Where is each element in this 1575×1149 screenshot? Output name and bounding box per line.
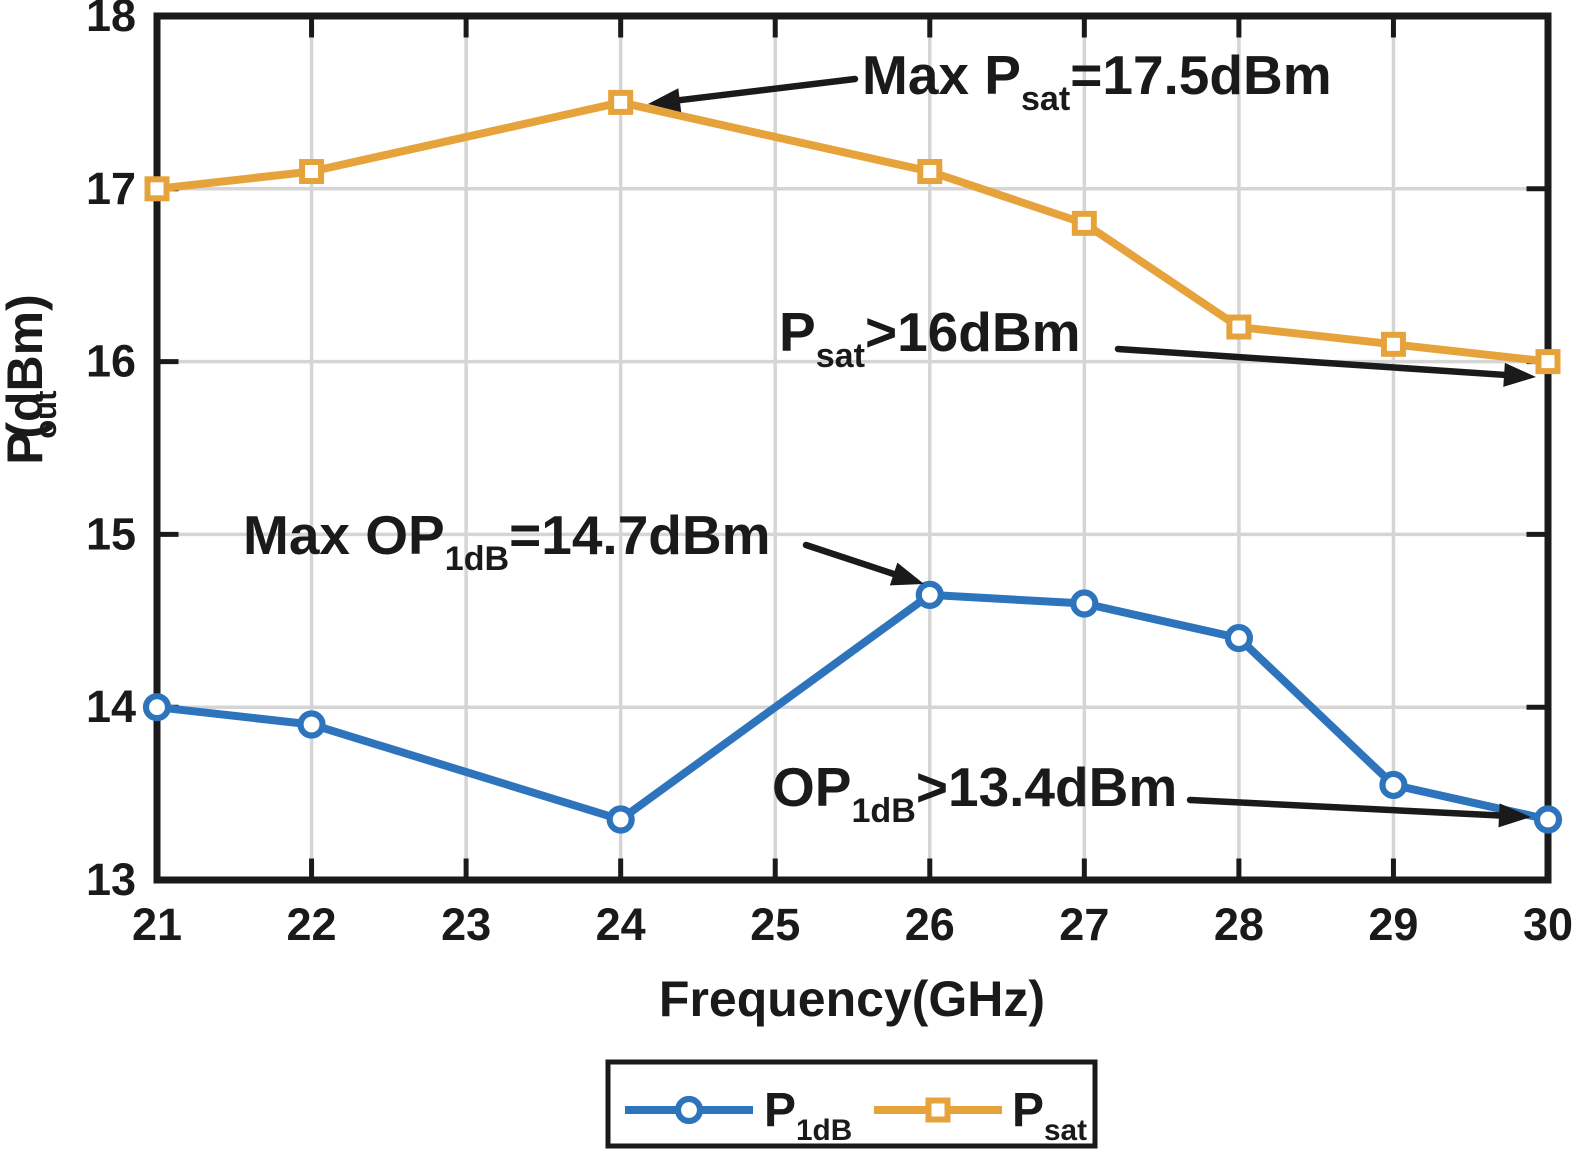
legend-label-P1dB: P1dB xyxy=(764,1084,852,1147)
x-tick-label: 22 xyxy=(287,899,337,950)
circle-marker xyxy=(1070,589,1099,618)
square-marker xyxy=(1226,314,1252,340)
annotation-text-psat-band: Psat>16dBm xyxy=(779,301,1080,375)
legend-entry-Psat: Psat xyxy=(874,1084,1087,1147)
annotation-arrow-line xyxy=(660,75,859,106)
x-tick-label: 24 xyxy=(596,899,646,950)
circle-marker xyxy=(1224,623,1253,653)
circle-marker xyxy=(915,580,944,609)
x-tick-labels: 21 22 23 24 25 26 27 28 29 30 xyxy=(132,899,1573,950)
x-tick-label: 28 xyxy=(1214,899,1264,950)
square-marker xyxy=(1380,331,1406,357)
tick-marks xyxy=(160,19,1545,877)
y-tick-label: 16 xyxy=(86,336,136,387)
circle-marker xyxy=(297,710,326,739)
legend: P1dB Psat xyxy=(605,1059,1098,1149)
series-Psat xyxy=(144,89,1561,375)
annotation-arrowhead xyxy=(648,88,682,113)
x-tick-label: 29 xyxy=(1368,899,1418,950)
annotation-text-max-op1db: Max OP1dB=14.7dBm xyxy=(243,504,771,578)
series-P1dB xyxy=(142,580,1563,834)
x-axis-title: Frequency(GHz) xyxy=(659,971,1045,1027)
x-tick-label: 30 xyxy=(1523,899,1573,950)
annotation-max-op1db: Max OP1dB=14.7dBm xyxy=(243,504,924,586)
annotation-arrowhead xyxy=(1503,362,1536,387)
y-tick-labels: 13 14 15 16 17 18 xyxy=(86,0,136,905)
annotation-psat-band: Psat>16dBm xyxy=(779,301,1536,387)
square-marker xyxy=(608,89,634,115)
annotation-max-psat: Max Psat=17.5dBm xyxy=(648,44,1332,118)
circle-marker xyxy=(606,805,635,834)
gridlines xyxy=(160,19,1545,877)
annotation-arrow-line xyxy=(1186,796,1519,820)
series-line-Psat xyxy=(156,98,1549,366)
y-tick-label: 18 xyxy=(86,0,136,41)
chart-root: 21 22 23 24 25 26 27 28 29 30 13 14 15 16 17 18 Max Psat… xyxy=(86,0,1573,1149)
series-line-P1dB xyxy=(156,590,1549,824)
x-tick-label: 27 xyxy=(1059,899,1109,950)
y-tick-label: 13 xyxy=(86,854,136,905)
square-marker xyxy=(1535,349,1561,375)
square-marker xyxy=(1071,210,1097,236)
square-marker xyxy=(144,176,170,202)
legend-label-Psat: Psat xyxy=(1012,1084,1087,1147)
annotation-arrowhead xyxy=(1498,803,1531,828)
circle-marker xyxy=(1533,805,1563,834)
annotation-arrow-line xyxy=(802,541,913,583)
x-tick-label: 21 xyxy=(132,899,182,950)
square-marker xyxy=(925,1097,951,1123)
circle-marker xyxy=(142,693,172,722)
y-tick-label: 15 xyxy=(86,508,136,559)
x-tick-label: 26 xyxy=(905,899,955,950)
y-tick-label: 17 xyxy=(86,163,136,214)
circle-marker xyxy=(1379,770,1408,800)
x-tick-label: 25 xyxy=(750,899,800,950)
legend-entry-P1dB: P1dB xyxy=(625,1084,852,1147)
annotation-text-op1db-band: OP1dB>13.4dBm xyxy=(772,756,1177,830)
annotation-text-max-psat: Max Psat=17.5dBm xyxy=(862,44,1332,118)
annotation-arrowhead xyxy=(889,562,924,586)
y-axis-title: Pout(dBm) xyxy=(0,294,63,464)
annotation-op1db-band: OP1dB>13.4dBm xyxy=(772,756,1531,830)
x-tick-label: 23 xyxy=(441,899,491,950)
annotation-arrow-line xyxy=(1114,345,1524,380)
y-tick-label: 14 xyxy=(86,681,136,732)
square-marker xyxy=(917,159,943,185)
square-marker xyxy=(299,159,325,185)
plot-frame xyxy=(153,12,1552,884)
circle-marker xyxy=(674,1095,704,1125)
